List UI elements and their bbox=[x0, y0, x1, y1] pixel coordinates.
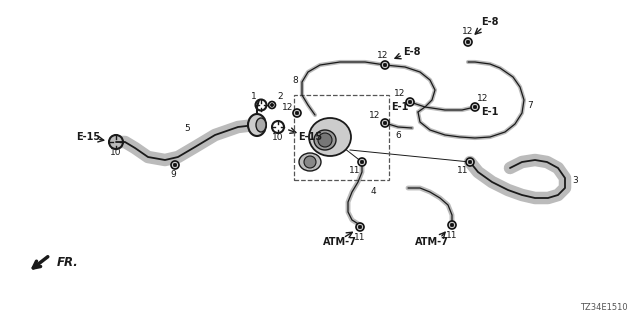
Circle shape bbox=[271, 103, 273, 107]
Circle shape bbox=[381, 119, 389, 127]
Text: E-15: E-15 bbox=[298, 132, 322, 142]
Circle shape bbox=[450, 223, 454, 227]
Ellipse shape bbox=[248, 114, 266, 136]
Circle shape bbox=[383, 121, 387, 125]
Text: ATM-7: ATM-7 bbox=[415, 237, 449, 247]
Bar bbox=[294, 95, 389, 180]
Circle shape bbox=[295, 111, 299, 115]
Circle shape bbox=[464, 38, 472, 46]
Circle shape bbox=[408, 100, 412, 104]
Text: 12: 12 bbox=[369, 110, 381, 119]
Text: 11: 11 bbox=[355, 233, 365, 242]
Text: 5: 5 bbox=[184, 124, 190, 132]
Text: 2: 2 bbox=[277, 92, 283, 100]
Text: 11: 11 bbox=[446, 230, 458, 239]
Circle shape bbox=[468, 160, 472, 164]
Circle shape bbox=[471, 103, 479, 111]
Ellipse shape bbox=[256, 118, 266, 132]
Text: 9: 9 bbox=[170, 170, 176, 179]
Circle shape bbox=[318, 133, 332, 147]
Text: TZ34E1510: TZ34E1510 bbox=[580, 303, 628, 312]
Circle shape bbox=[293, 109, 301, 117]
Text: 3: 3 bbox=[572, 175, 578, 185]
Circle shape bbox=[406, 98, 414, 106]
Text: 10: 10 bbox=[272, 132, 284, 141]
Text: FR.: FR. bbox=[57, 257, 79, 269]
Text: 12: 12 bbox=[462, 27, 474, 36]
Text: 4: 4 bbox=[370, 188, 376, 196]
Ellipse shape bbox=[314, 130, 336, 150]
Circle shape bbox=[171, 161, 179, 169]
Text: E-8: E-8 bbox=[403, 47, 420, 57]
Circle shape bbox=[173, 163, 177, 167]
Circle shape bbox=[466, 158, 474, 166]
Text: 11: 11 bbox=[349, 165, 361, 174]
Text: E-15: E-15 bbox=[76, 132, 100, 142]
Circle shape bbox=[358, 158, 366, 166]
Text: 1: 1 bbox=[251, 92, 257, 100]
Text: 11: 11 bbox=[457, 165, 468, 174]
Text: 8: 8 bbox=[292, 76, 298, 84]
Circle shape bbox=[304, 156, 316, 168]
Text: 12: 12 bbox=[477, 93, 489, 102]
Text: 12: 12 bbox=[394, 89, 406, 98]
Text: E-1: E-1 bbox=[391, 102, 409, 112]
Circle shape bbox=[381, 61, 389, 69]
Circle shape bbox=[383, 63, 387, 67]
Circle shape bbox=[360, 160, 364, 164]
Text: 12: 12 bbox=[378, 51, 388, 60]
Circle shape bbox=[466, 40, 470, 44]
Circle shape bbox=[358, 225, 362, 229]
Circle shape bbox=[269, 101, 275, 108]
Text: E-1: E-1 bbox=[481, 107, 499, 117]
Text: 7: 7 bbox=[527, 100, 533, 109]
Text: E-8: E-8 bbox=[481, 17, 499, 27]
Circle shape bbox=[356, 223, 364, 231]
Circle shape bbox=[473, 105, 477, 109]
Text: ATM-7: ATM-7 bbox=[323, 237, 357, 247]
Text: 12: 12 bbox=[282, 102, 294, 111]
Text: 10: 10 bbox=[110, 148, 122, 156]
Text: 6: 6 bbox=[395, 131, 401, 140]
Ellipse shape bbox=[299, 153, 321, 171]
Circle shape bbox=[448, 221, 456, 229]
Ellipse shape bbox=[309, 118, 351, 156]
